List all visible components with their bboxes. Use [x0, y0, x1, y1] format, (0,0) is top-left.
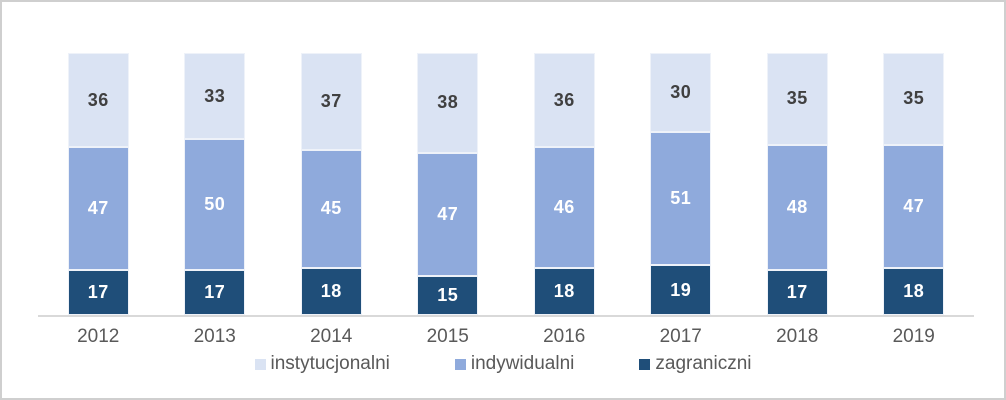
stacked-bar-2015: 38 47 15 [417, 53, 479, 315]
bar-segment-indywidualni: 51 [650, 131, 712, 266]
data-label: 46 [553, 197, 575, 218]
bar-segment-instytucjonalni: 36 [533, 53, 595, 148]
bar-segment-zagraniczni: 18 [533, 267, 595, 315]
data-label: 15 [437, 284, 459, 305]
x-axis-tick-label: 2017 [659, 326, 702, 347]
stacked-bar-2014: 37 45 18 [300, 53, 362, 315]
legend-item-zagraniczni: zagraniczni [639, 353, 751, 375]
stacked-bar-2019: 35 47 18 [883, 53, 945, 315]
bar-slot-2017: 30 51 19 [623, 53, 740, 315]
data-label: 48 [786, 197, 808, 218]
bar-segment-instytucjonalni: 35 [883, 53, 945, 145]
bar-slot-2019: 35 47 18 [856, 53, 973, 315]
legend-marker-icon [454, 358, 466, 370]
bar-segment-zagraniczni: 17 [766, 270, 828, 315]
bar-segment-zagraniczni: 15 [417, 275, 479, 315]
data-label: 50 [204, 194, 226, 215]
legend-label: indywidualni [470, 353, 575, 374]
x-axis-tick-label: 2013 [193, 326, 236, 347]
legend-marker-icon [639, 358, 651, 370]
bar-segment-indywidualni: 45 [300, 149, 362, 268]
bar-slot-2012: 36 47 17 [40, 53, 157, 315]
bar-segment-zagraniczni: 18 [300, 267, 362, 315]
data-label: 35 [903, 88, 925, 109]
bar-slot-2015: 38 47 15 [390, 53, 507, 315]
data-label: 18 [903, 280, 925, 301]
bar-segment-instytucjonalni: 33 [184, 53, 246, 140]
legend-label: zagraniczni [655, 353, 752, 374]
bar-slot-2018: 35 48 17 [739, 53, 856, 315]
data-label: 51 [670, 187, 692, 208]
data-label: 30 [670, 81, 692, 102]
bar-segment-zagraniczni: 17 [67, 270, 129, 315]
bar-segment-indywidualni: 48 [766, 144, 828, 271]
bar-segment-indywidualni: 46 [533, 147, 595, 268]
legend-label: instytucjonalni [270, 353, 390, 374]
x-axis-tick-label: 2016 [543, 326, 586, 347]
bar-segment-zagraniczni: 19 [650, 265, 712, 315]
stacked-bar-2012: 36 47 17 [67, 53, 129, 315]
x-axis-tick-label: 2014 [310, 326, 353, 347]
data-label: 18 [320, 280, 342, 301]
bar-segment-zagraniczni: 17 [184, 270, 246, 315]
data-label: 33 [204, 85, 226, 106]
data-label: 19 [670, 279, 692, 300]
x-axis-tick-label: 2012 [77, 326, 120, 347]
data-label: 35 [786, 88, 808, 109]
plot-bars: 36 47 17 33 50 17 37 45 18 38 47 15 36 46 18 30 51 19 35 48… [40, 53, 972, 315]
data-label: 36 [87, 89, 109, 110]
stacked-bar-2017: 30 51 19 [650, 53, 712, 315]
data-label: 47 [437, 203, 459, 224]
data-label: 38 [437, 92, 459, 113]
x-axis-tick-label: 2015 [426, 326, 469, 347]
bar-segment-indywidualni: 47 [883, 144, 945, 268]
bar-segment-zagraniczni: 18 [883, 267, 945, 315]
legend-marker-icon [254, 358, 266, 370]
bar-segment-instytucjonalni: 36 [67, 53, 129, 148]
bar-segment-instytucjonalni: 38 [417, 53, 479, 153]
data-label: 47 [87, 198, 109, 219]
bar-segment-indywidualni: 47 [417, 152, 479, 276]
x-axis-tick-label: 2018 [776, 326, 819, 347]
x-axis-tick-label: 2019 [892, 326, 935, 347]
data-label: 18 [553, 280, 575, 301]
data-label: 17 [87, 282, 109, 303]
x-axis-line [38, 315, 974, 317]
bar-segment-indywidualni: 50 [184, 139, 246, 271]
bar-slot-2014: 37 45 18 [273, 53, 390, 315]
bar-slot-2016: 36 46 18 [506, 53, 623, 315]
data-label: 36 [553, 89, 575, 110]
legend-item-instytucjonalni: instytucjonalni [254, 353, 390, 375]
data-label: 17 [204, 282, 226, 303]
data-label: 37 [320, 90, 342, 111]
bar-segment-instytucjonalni: 37 [300, 53, 362, 150]
stacked-bar-2013: 33 50 17 [184, 53, 246, 315]
data-label: 45 [320, 198, 342, 219]
data-label: 17 [786, 282, 808, 303]
stacked-bar-2018: 35 48 17 [766, 53, 828, 315]
x-axis-labels: 2012 2013 2014 2015 2016 2017 2018 2019 [40, 326, 972, 348]
data-label: 47 [903, 195, 925, 216]
bar-segment-instytucjonalni: 30 [650, 53, 712, 132]
legend-item-indywidualni: indywidualni [454, 353, 575, 375]
chart-legend: instytucjonalni indywidualni zagraniczni [2, 353, 1004, 375]
stacked-bar-2016: 36 46 18 [533, 53, 595, 315]
bar-segment-indywidualni: 47 [67, 147, 129, 271]
bar-slot-2013: 33 50 17 [157, 53, 274, 315]
bar-segment-instytucjonalni: 35 [766, 53, 828, 145]
